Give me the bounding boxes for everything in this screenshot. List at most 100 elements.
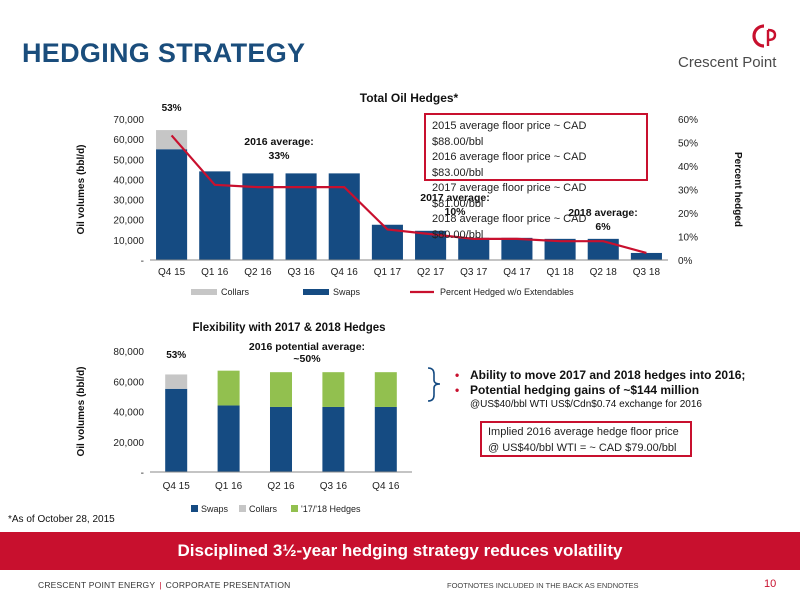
y-tick-label: 40,000 xyxy=(113,408,144,419)
x-tick-label: Q3 17 xyxy=(460,267,488,278)
bullet-icon: • xyxy=(455,368,460,382)
y-tick-label: 20,000 xyxy=(113,438,144,449)
footnote: *As of October 28, 2015 xyxy=(8,514,115,525)
x-tick-label: Q1 16 xyxy=(215,481,243,492)
x-tick-label: Q4 17 xyxy=(503,267,531,278)
annotation-label: 33% xyxy=(268,150,290,162)
footer-separator: | xyxy=(159,580,162,590)
implied-floor-box: Implied 2016 average hedge floor price @… xyxy=(480,421,692,457)
floor-price-line: 2018 average floor price ~ CAD $80.00/bb… xyxy=(432,213,587,241)
legend-label: Percent Hedged w/o Extendables xyxy=(440,287,574,297)
y2-tick-label: 60% xyxy=(678,115,698,126)
legend-label: Swaps xyxy=(201,504,229,514)
y2-tick-label: 0% xyxy=(678,256,693,267)
y-axis-label: Oil volumes (bbl/d) xyxy=(76,144,87,234)
x-tick-label: Q1 16 xyxy=(201,267,229,278)
bar-1718hedges xyxy=(269,372,293,407)
y2-tick-label: 20% xyxy=(678,209,698,220)
bar-swaps xyxy=(269,406,293,472)
y-tick-label: 20,000 xyxy=(113,216,144,227)
annotation-label: 2018 average: xyxy=(568,207,637,219)
company-logo: Crescent Point xyxy=(672,22,790,78)
logo-text: Crescent Point xyxy=(678,54,777,71)
brace-icon xyxy=(427,367,441,402)
bullet-item: • Potential hedging gains of ~$144 milli… xyxy=(455,383,745,398)
x-tick-label: Q3 16 xyxy=(287,267,315,278)
annotation-label: 2016 potential average: xyxy=(249,341,365,353)
banner: Disciplined 3½-year hedging strategy red… xyxy=(0,532,800,570)
y-tick-label: 60,000 xyxy=(113,135,144,146)
bullet-item: • Ability to move 2017 and 2018 hedges i… xyxy=(455,368,745,383)
bar-1718hedges xyxy=(322,372,345,407)
chart-title: Total Oil Hedges* xyxy=(360,91,459,105)
implied-floor-line: Implied 2016 average hedge floor price xyxy=(488,426,679,438)
annotation-label: 53% xyxy=(162,103,182,114)
legend-swatch xyxy=(239,505,246,512)
floor-price-line: 2016 average floor price ~ CAD $83.00/bb… xyxy=(432,151,587,179)
floor-price-line: 2015 average floor price ~ CAD $88.00/bb… xyxy=(432,120,587,148)
y-axis-label: Oil volumes (bbl/d) xyxy=(76,366,87,456)
legend-label: Collars xyxy=(221,287,250,297)
bar-swaps xyxy=(630,252,662,260)
x-tick-label: Q2 18 xyxy=(590,267,618,278)
x-tick-label: Q3 18 xyxy=(633,267,661,278)
y2-tick-label: 40% xyxy=(678,162,698,173)
x-tick-label: Q1 18 xyxy=(546,267,574,278)
legend-label: '17/'18 Hedges xyxy=(301,504,361,514)
y-tick-label: 40,000 xyxy=(113,175,144,186)
legend-swatch xyxy=(191,505,198,512)
x-tick-label: Q1 17 xyxy=(374,267,402,278)
percent-hedged-line xyxy=(170,134,647,255)
y-tick-label: 10,000 xyxy=(113,236,144,247)
y-tick-label: 50,000 xyxy=(113,155,144,166)
x-tick-label: Q3 16 xyxy=(320,481,348,492)
hedging-bullets: • Ability to move 2017 and 2018 hedges i… xyxy=(455,368,745,412)
y-tick-label: 70,000 xyxy=(113,115,144,126)
y2-tick-label: 10% xyxy=(678,233,698,244)
crescent-point-logo-icon xyxy=(752,24,777,48)
bar-swaps xyxy=(322,406,345,472)
implied-floor-line: @ US$40/bbl WTI = ~ CAD $79.00/bbl xyxy=(488,441,677,454)
y-tick-label: - xyxy=(141,256,144,267)
x-tick-label: Q4 16 xyxy=(331,267,359,278)
footer-company: CRESCENT POINT ENERGY xyxy=(38,580,156,590)
annotation-label: 2017 average: xyxy=(420,192,489,204)
annotation-label: ~50% xyxy=(293,353,321,365)
bar-collars xyxy=(165,374,188,389)
bullet-icon: • xyxy=(455,383,460,397)
legend-swatch xyxy=(291,505,298,512)
annotation-label: 53% xyxy=(166,350,186,361)
legend-label: Collars xyxy=(249,504,278,514)
total-oil-hedges-chart: Total Oil Hedges* - 10,000 20,000 30,000 40,0… xyxy=(76,91,743,297)
x-tick-label: Q4 16 xyxy=(372,481,400,492)
bar-swaps xyxy=(544,238,576,260)
x-tick-label: Q2 17 xyxy=(417,267,445,278)
bar-swaps xyxy=(217,405,240,472)
y2-axis-label: Percent hedged xyxy=(732,152,743,227)
bullet-text: Ability to move 2017 and 2018 hedges int… xyxy=(470,368,746,382)
y-tick-label: 60,000 xyxy=(113,377,144,388)
x-tick-label: Q2 16 xyxy=(267,481,295,492)
footer-endnotes: FOOTNOTES INCLUDED IN THE BACK AS ENDNOT… xyxy=(447,581,639,590)
annotation-label: 2016 average: xyxy=(244,136,313,148)
y2-tick-label: 30% xyxy=(678,186,698,197)
y2-tick-label: 50% xyxy=(678,139,698,150)
floor-price-line: 2017 average floor price ~ CAD $81.00/bb… xyxy=(432,182,587,210)
floor-price-box: 2015 average floor price ~ CAD $88.00/bb… xyxy=(424,113,648,241)
bar-swaps xyxy=(165,388,188,472)
chart-title: Flexibility with 2017 & 2018 Hedges xyxy=(192,322,385,334)
page-number: 10 xyxy=(764,578,777,590)
bar-swaps xyxy=(156,149,188,260)
annotation-label: 6% xyxy=(595,221,611,233)
bar-1718hedges xyxy=(374,372,397,407)
bullet-text: Potential hedging gains of ~$144 million xyxy=(470,383,700,397)
bar-swaps xyxy=(458,237,490,260)
legend-swatch-collars xyxy=(191,289,217,295)
x-tick-label: Q2 16 xyxy=(244,267,272,278)
y-tick-label: 30,000 xyxy=(113,196,144,207)
slide-title: HEDGING STRATEGY xyxy=(22,38,306,68)
bar-1718hedges xyxy=(217,370,240,406)
annotation-label: 10% xyxy=(444,206,466,218)
bullet-note: @US$40/bbl WTI US$/Cdn$0.74 exchange for… xyxy=(470,399,702,410)
y-tick-label: - xyxy=(141,468,144,479)
